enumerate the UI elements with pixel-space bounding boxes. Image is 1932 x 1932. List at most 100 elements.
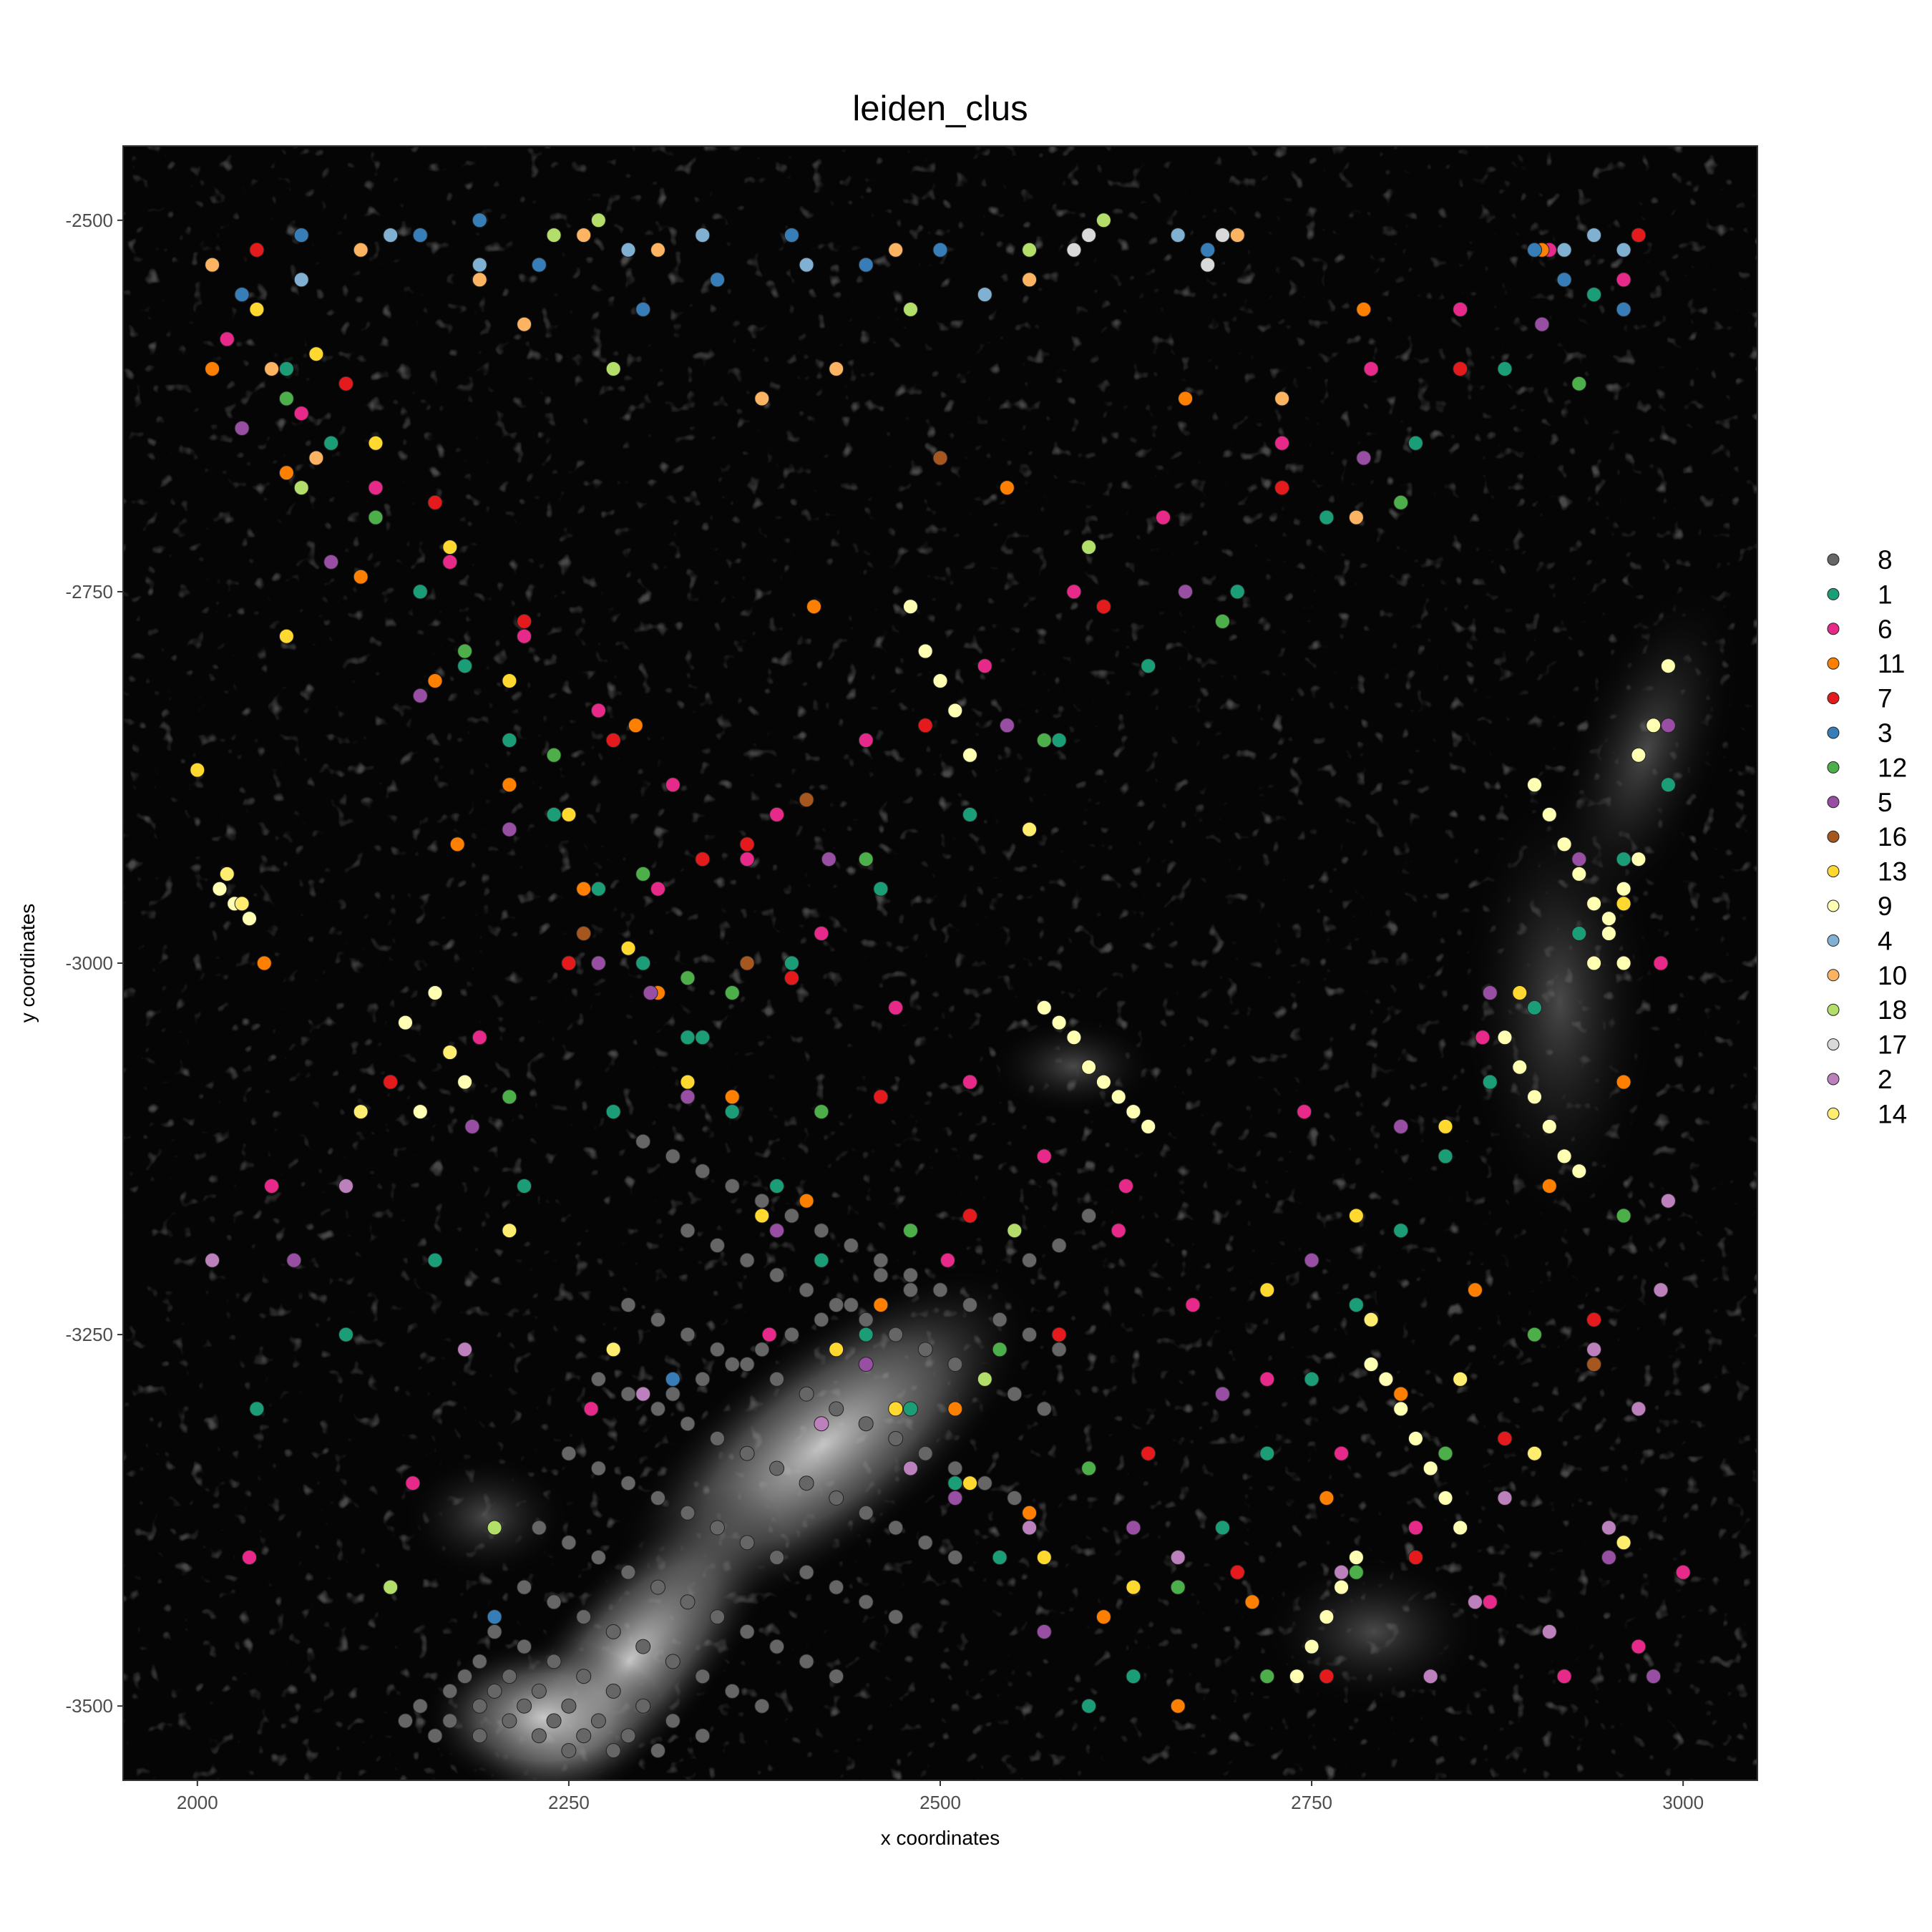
data-point: [814, 1312, 829, 1327]
legend-label: 8: [1878, 545, 1893, 575]
series-8: [398, 1133, 1126, 1758]
data-point: [1007, 1386, 1023, 1402]
data-point: [1586, 1312, 1602, 1327]
data-point: [442, 1713, 458, 1729]
data-point: [769, 1179, 785, 1194]
data-point: [799, 1564, 814, 1580]
data-point: [739, 1445, 755, 1461]
data-point: [1438, 1491, 1453, 1506]
legend-swatch: [1827, 623, 1840, 635]
data-point: [680, 970, 696, 986]
legend-label: 9: [1878, 892, 1893, 921]
data-point: [205, 1252, 220, 1268]
data-point: [650, 1579, 665, 1595]
data-point: [205, 361, 220, 376]
data-point: [278, 361, 294, 376]
data-point: [799, 1654, 814, 1669]
data-point: [754, 1208, 770, 1224]
data-point: [1007, 1491, 1023, 1506]
legend-item: 14: [1827, 1099, 1907, 1128]
data-point: [858, 852, 874, 867]
legend-label: 11: [1878, 649, 1905, 678]
data-point: [1571, 866, 1587, 882]
data-point: [724, 1089, 740, 1105]
data-point: [338, 376, 353, 391]
data-point: [829, 1579, 844, 1595]
data-point: [1378, 1371, 1394, 1387]
data-point: [1259, 1445, 1275, 1461]
data-point: [427, 985, 443, 1000]
y-tick-label: -2500: [66, 210, 114, 231]
data-point: [1051, 733, 1067, 748]
data-point: [903, 1282, 918, 1298]
data-point: [487, 1609, 502, 1625]
data-point: [398, 1015, 413, 1030]
series-13: [190, 301, 1631, 1595]
data-point: [1126, 1520, 1141, 1536]
data-point: [1660, 777, 1676, 793]
data-point: [799, 1282, 814, 1298]
data-point: [829, 1342, 844, 1357]
data-point: [1304, 1252, 1319, 1268]
data-point: [1215, 228, 1230, 243]
y-tick-label: -2750: [66, 581, 114, 602]
data-point: [472, 257, 487, 273]
data-point: [1334, 1579, 1350, 1595]
data-point: [427, 494, 443, 510]
data-point: [1036, 1148, 1052, 1164]
data-point: [620, 1564, 636, 1580]
data-point: [502, 1089, 517, 1105]
data-point: [1118, 1179, 1133, 1194]
data-point: [977, 287, 992, 303]
data-point: [1586, 896, 1602, 912]
data-point: [457, 1342, 473, 1357]
data-point: [1601, 1520, 1616, 1536]
data-point: [680, 1074, 696, 1090]
data-point: [754, 391, 770, 406]
data-point: [1229, 228, 1245, 243]
data-point: [1438, 1118, 1453, 1134]
legend-label: 1: [1878, 580, 1893, 609]
data-point: [665, 1371, 680, 1387]
data-point: [1319, 1609, 1335, 1625]
data-point: [1356, 301, 1372, 317]
data-point: [487, 1520, 502, 1536]
data-point: [457, 1669, 473, 1684]
data-point: [249, 1401, 265, 1417]
data-point: [1051, 1238, 1067, 1253]
data-point: [680, 1594, 696, 1610]
data-point: [1556, 836, 1572, 852]
data-point: [1482, 1594, 1498, 1610]
data-point: [1348, 1297, 1364, 1313]
data-point: [917, 1535, 933, 1551]
data-point: [190, 762, 205, 778]
data-point: [1363, 1357, 1379, 1372]
data-point: [1527, 1445, 1542, 1461]
data-point: [1141, 658, 1156, 674]
data-point: [1556, 1669, 1572, 1684]
data-point: [398, 1713, 413, 1729]
data-point: [605, 361, 621, 376]
data-point: [858, 1357, 874, 1372]
legend-swatch: [1827, 657, 1840, 670]
data-point: [843, 1238, 859, 1253]
data-point: [739, 955, 755, 971]
y-tick-label: -3000: [66, 952, 114, 974]
data-point: [1586, 287, 1602, 303]
data-point: [1527, 1327, 1542, 1342]
data-point: [1274, 435, 1290, 451]
data-point: [576, 881, 592, 897]
series-10: [205, 228, 1364, 525]
data-point: [412, 1104, 428, 1120]
data-point: [219, 331, 235, 347]
data-point: [219, 866, 235, 882]
data-point: [1571, 376, 1587, 391]
data-point: [739, 852, 755, 867]
data-point: [323, 554, 339, 570]
data-point: [1081, 1059, 1097, 1075]
data-point: [590, 1371, 606, 1387]
data-point: [888, 1520, 904, 1536]
data-point: [353, 242, 369, 258]
data-point: [605, 733, 621, 748]
legend-item: 12: [1827, 753, 1907, 782]
